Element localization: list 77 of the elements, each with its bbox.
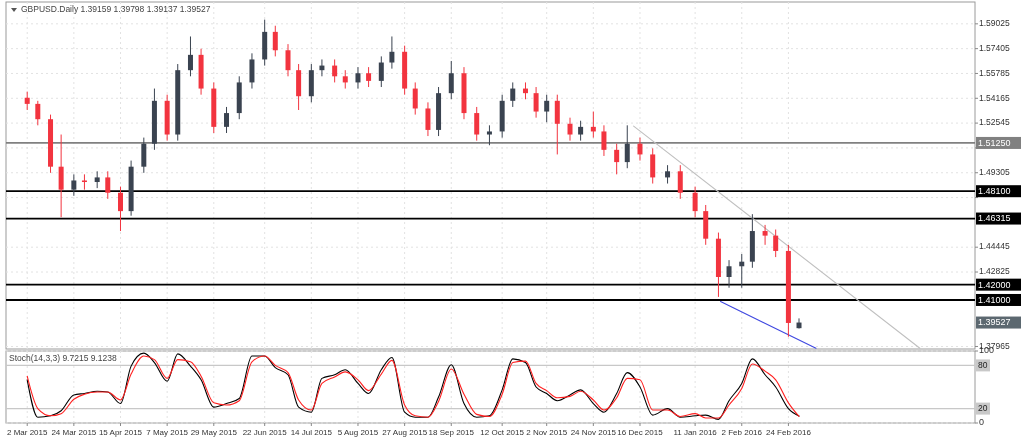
candlestick <box>486 124 492 146</box>
candlestick <box>510 81 516 108</box>
candlestick <box>224 106 230 134</box>
x-tick-label: 27 Aug 2015 <box>382 428 428 437</box>
candlestick <box>81 173 87 191</box>
x-tick-label: 29 May 2015 <box>190 428 238 437</box>
y-tick-label: 1.55785 <box>979 67 1010 78</box>
x-tick-label: 15 Apr 2015 <box>98 428 143 437</box>
y-tick-label: 1.57405 <box>979 42 1010 53</box>
ref-line-label: 80 <box>978 360 988 371</box>
candlestick <box>773 229 779 258</box>
x-tick-label: 5 Aug 2015 <box>337 428 379 437</box>
candlestick <box>187 35 193 77</box>
candlestick <box>355 66 361 90</box>
candlestick <box>601 124 607 157</box>
x-tick-label: 22 Jun 2015 <box>242 428 288 437</box>
x-tick-label: 18 Sep 2015 <box>428 428 475 437</box>
y-tick-label: 1.54165 <box>979 92 1010 103</box>
candlestick <box>677 164 683 200</box>
x-tick-label: 12 Oct 2015 <box>480 428 525 437</box>
candlestick <box>105 170 111 200</box>
candlestick <box>378 55 384 88</box>
y-tick-label: 1.52545 <box>979 117 1010 128</box>
candlestick <box>272 25 278 57</box>
candlestick <box>118 186 123 232</box>
chart-title: Stoch(14,3,3) 9.7215 9.1238 <box>9 353 118 363</box>
candlestick <box>141 137 147 174</box>
text: 1.39527 <box>978 317 1011 328</box>
ref-line-label: 20 <box>978 403 988 414</box>
x-tick-label: 2 Mar 2015 <box>6 428 48 437</box>
candlestick <box>71 173 77 197</box>
candlestick <box>544 94 550 123</box>
candlestick <box>35 100 41 126</box>
x-tick-label: 14 Jul 2015 <box>290 428 333 437</box>
x-tick-label: 2 Feb 2016 <box>721 428 763 437</box>
candlestick <box>332 58 338 83</box>
candlestick <box>249 52 255 90</box>
candlestick <box>726 259 732 289</box>
y-tick-label: 1.44445 <box>979 241 1010 252</box>
candlestick <box>412 81 418 116</box>
candlestick <box>24 91 30 111</box>
ref-line-label: 1.41000 <box>978 294 1011 305</box>
candlestick <box>614 143 620 175</box>
y-tick-label: 1.49305 <box>979 166 1010 177</box>
x-tick-label: 16 Dec 2015 <box>617 428 664 437</box>
candlestick <box>554 94 560 155</box>
candlestick <box>448 60 454 100</box>
candlestick <box>567 117 573 142</box>
candlestick <box>389 35 395 70</box>
y-tick-label: 1.42825 <box>979 266 1010 277</box>
candlestick <box>58 134 64 218</box>
x-tick-label: 24 Nov 2015 <box>570 428 617 437</box>
candlestick <box>533 86 539 119</box>
ref-line-label: 1.48100 <box>978 186 1011 197</box>
candlestick <box>285 43 291 77</box>
candlestick <box>474 106 480 142</box>
candlestick <box>650 147 656 185</box>
candlestick <box>692 186 698 218</box>
ref-line-label: 1.51250 <box>978 137 1011 148</box>
x-tick-label: 24 Feb 2016 <box>765 428 812 437</box>
candlestick <box>578 120 584 142</box>
candlestick <box>762 224 768 246</box>
candlestick <box>637 137 643 162</box>
x-tick-label: 2 Nov 2015 <box>526 428 568 437</box>
y-tick-label: 1.59025 <box>979 18 1010 29</box>
candlestick <box>366 66 372 88</box>
candlestick <box>624 124 630 169</box>
ref-line-label: 1.42000 <box>978 279 1011 290</box>
candlestick <box>342 69 348 90</box>
x-tick-label: 24 Mar 2015 <box>51 428 97 437</box>
chart-title: GBPUSD.Daily 1.39159 1.39798 1.39137 1.39527 <box>21 4 211 14</box>
y-tick-label: 0 <box>979 417 985 428</box>
x-tick-label: 11 Jan 2016 <box>673 428 718 437</box>
candlestick <box>425 101 431 137</box>
x-tick-label: 7 May 2015 <box>146 428 189 437</box>
ref-line-label: 1.46315 <box>978 213 1011 224</box>
candlestick <box>665 164 671 185</box>
